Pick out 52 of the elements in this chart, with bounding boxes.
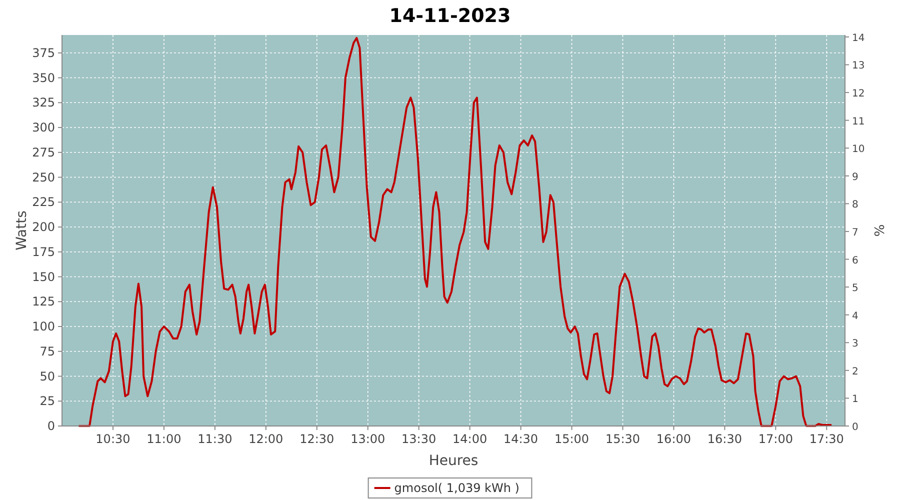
y-tick-label: 50	[40, 369, 55, 384]
x-tick-label: 11:30	[198, 432, 232, 446]
y2-tick-label: 6	[852, 255, 858, 266]
y2-tick-label: 5	[852, 283, 858, 294]
x-tick-label: 12:30	[300, 432, 334, 446]
y2-tick-label: 11	[852, 116, 865, 128]
y2-tick-label: 9	[852, 172, 858, 183]
y2-tick-label: 10	[852, 144, 865, 156]
y-tick-label: 225	[32, 195, 55, 210]
y2-tick-label: 12	[852, 88, 865, 100]
legend-label: gmosol( 1,039 kWh )	[394, 481, 520, 495]
y2-tick-label: 0	[852, 422, 858, 433]
x-tick-label: 14:30	[503, 432, 538, 446]
y2-tick-label: 3	[852, 338, 858, 350]
y-tick-label: 175	[32, 244, 55, 259]
x-tick-label: 13:00	[350, 432, 386, 446]
x-tick-label: 17:00	[758, 432, 793, 446]
y-tick-label: 300	[32, 120, 55, 135]
y2-tick-label: 8	[852, 200, 858, 211]
x-tick-label: 15:00	[554, 432, 590, 446]
y-tick-label: 150	[32, 270, 55, 284]
x-tick-label: 15:30	[605, 432, 640, 446]
x-tick-label: 14:00	[452, 432, 488, 446]
y-tick-label: 0	[47, 419, 55, 433]
y-axis-title: Watts	[14, 210, 30, 250]
y-tick-label: 125	[32, 294, 55, 309]
chart-title: 14-11-2023	[389, 5, 511, 27]
y-tick-label: 275	[32, 145, 55, 160]
x-tick-label: 12:00	[248, 432, 284, 446]
y-tick-label: 350	[32, 70, 55, 85]
y2-tick-label: 7	[852, 227, 858, 238]
x-axis-title: Heures	[428, 453, 478, 469]
x-tick-label: 11:00	[146, 432, 182, 446]
y-tick-label: 25	[40, 394, 55, 408]
x-tick-label: 16:00	[656, 432, 692, 446]
y2-axis-title: %	[873, 224, 888, 237]
y-tick-label: 100	[32, 320, 55, 334]
y2-tick-label: 13	[852, 60, 865, 72]
y2-tick-label: 2	[852, 366, 858, 378]
x-tick-label: 17:30	[809, 432, 844, 446]
x-tick-label: 13:30	[402, 432, 436, 446]
x-tick-label: 10:30	[96, 432, 130, 446]
y-tick-label: 325	[32, 96, 55, 110]
y2-tick-label: 14	[852, 32, 865, 44]
y-tick-label: 250	[32, 170, 55, 184]
line-series	[78, 36, 832, 427]
y2-tick-label: 4	[852, 310, 858, 322]
y-tick-label: 375	[32, 46, 55, 60]
y-tick-label: 200	[32, 220, 55, 234]
y-tick-label: 75	[40, 344, 55, 358]
x-tick-label: 16:30	[707, 432, 742, 446]
y2-tick-label: 1	[852, 394, 858, 406]
